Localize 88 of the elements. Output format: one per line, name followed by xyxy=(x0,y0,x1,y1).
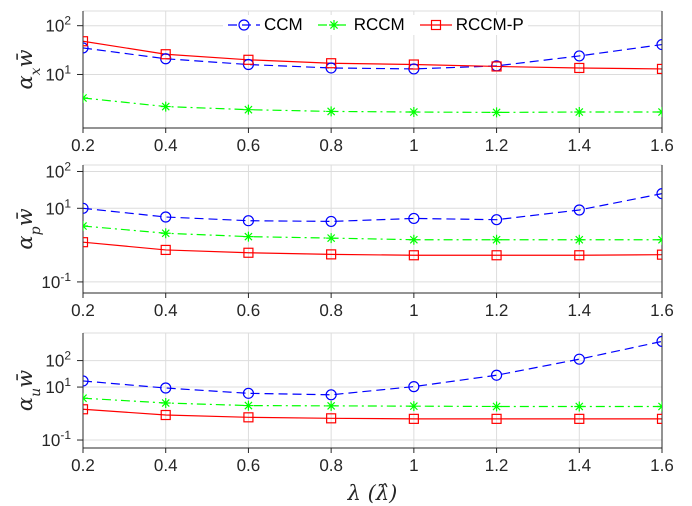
x-axis-title: λ (λ̂) xyxy=(346,481,398,505)
x-tick-label: 0.2 xyxy=(71,136,95,155)
x-tick-label: 1.6 xyxy=(650,301,674,320)
point xyxy=(490,370,502,381)
x-tick-label: 0.8 xyxy=(319,301,343,320)
x-tick-label: 1 xyxy=(409,301,419,320)
point xyxy=(160,49,171,60)
x-tick-label: 1 xyxy=(409,456,419,475)
point xyxy=(574,62,584,74)
x-tick-label: 1.2 xyxy=(484,301,508,320)
y-tick-label: 10$^{2}$ xyxy=(45,159,72,182)
y-tick-label: 10$^{1}$ xyxy=(45,375,72,398)
y-tick-label: 10$^{2}$ xyxy=(45,14,72,36)
point xyxy=(326,232,337,244)
point xyxy=(160,53,172,64)
point xyxy=(490,106,502,118)
x-tick-label: 1.4 xyxy=(567,136,592,155)
x-tick-label: 1.6 xyxy=(650,136,674,155)
x-tick-label: 0.8 xyxy=(319,456,343,475)
y-tick-label: 10$^{-1}$ xyxy=(41,428,72,450)
x-tick-label: 0.6 xyxy=(236,456,260,475)
point xyxy=(574,400,585,412)
x-tick-label: 1.6 xyxy=(650,456,674,475)
point xyxy=(160,410,171,420)
point xyxy=(243,412,254,422)
point xyxy=(160,100,172,112)
x-tick-label: 0.4 xyxy=(154,301,178,320)
x-tick-label: 1.4 xyxy=(567,301,592,320)
point xyxy=(491,250,502,260)
point xyxy=(326,413,336,424)
point xyxy=(326,249,336,260)
point xyxy=(160,244,171,256)
point xyxy=(574,50,585,62)
x-tick-label: 0.4 xyxy=(154,136,178,155)
point xyxy=(408,106,420,118)
point xyxy=(160,397,172,409)
x-tick-label: 0.4 xyxy=(154,456,178,475)
point xyxy=(326,106,337,118)
point xyxy=(326,400,337,412)
x-tick-label: 0.6 xyxy=(236,301,260,320)
point xyxy=(160,382,172,394)
point xyxy=(326,216,337,228)
x-tick-label: 0.2 xyxy=(71,456,95,475)
point xyxy=(408,63,420,75)
point xyxy=(242,400,254,412)
point xyxy=(408,414,419,424)
point xyxy=(326,389,337,400)
x-tick-label: 0.6 xyxy=(236,136,260,155)
point xyxy=(243,248,254,258)
point xyxy=(408,234,420,246)
point xyxy=(160,211,172,223)
point xyxy=(574,106,585,118)
x-tick-label: 1 xyxy=(409,136,419,155)
y-tick-label: 10$^{1}$ xyxy=(45,62,72,84)
y-tick-label: 10$^{1}$ xyxy=(45,196,72,218)
x-tick-label: 1.4 xyxy=(567,456,592,475)
point xyxy=(326,62,337,74)
point xyxy=(408,400,420,412)
point xyxy=(574,354,585,365)
point xyxy=(491,414,502,424)
point xyxy=(326,58,336,68)
point xyxy=(408,212,420,224)
legend-label: RCCM-P xyxy=(456,15,524,35)
y-tick-label: 10$^{2}$ xyxy=(45,348,72,371)
point xyxy=(242,231,254,242)
point xyxy=(408,250,419,260)
point xyxy=(490,214,502,226)
point xyxy=(574,204,585,216)
point xyxy=(243,54,254,65)
x-tick-label: 0.2 xyxy=(71,301,95,320)
point xyxy=(408,59,419,70)
y-tick-label: 10$^{-1}$ xyxy=(41,270,72,292)
x-tick-label: 1.2 xyxy=(484,456,508,475)
point xyxy=(242,104,254,116)
x-tick-label: 0.8 xyxy=(319,136,343,155)
point xyxy=(242,58,254,70)
legend-label: CCM xyxy=(264,15,303,35)
point xyxy=(408,381,420,392)
point xyxy=(242,388,254,399)
point xyxy=(490,400,502,412)
point xyxy=(574,234,585,246)
x-tick-label: 1.2 xyxy=(484,136,508,155)
legend-label: RCCM xyxy=(354,15,405,35)
point xyxy=(160,228,172,239)
point xyxy=(242,215,254,226)
point xyxy=(574,414,584,424)
point xyxy=(574,250,584,260)
point xyxy=(490,234,502,246)
